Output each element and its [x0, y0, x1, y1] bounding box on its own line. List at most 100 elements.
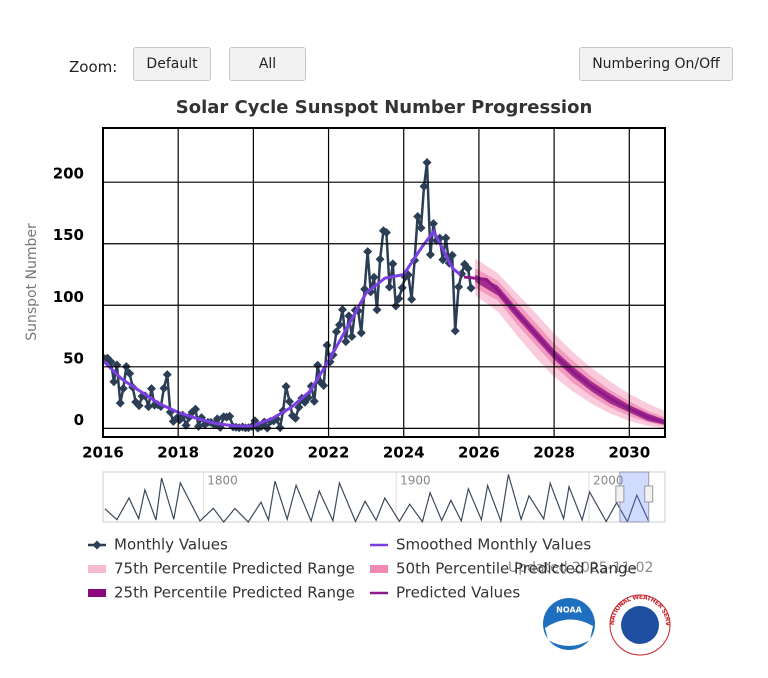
data-point [369, 272, 379, 282]
legend-label: Predicted Values [396, 584, 520, 602]
data-point [347, 332, 357, 342]
x-tick-label: 2018 [157, 444, 199, 462]
data-point [290, 413, 300, 423]
data-point [372, 305, 382, 315]
data-point [190, 404, 200, 414]
legend-item[interactable]: 50th Percentile Predicted Range [370, 560, 637, 578]
legend-label: 25th Percentile Predicted Range [114, 584, 355, 602]
data-point [309, 396, 319, 406]
data-point [425, 250, 435, 260]
x-tick-label: 2020 [232, 444, 274, 462]
data-point [322, 340, 332, 350]
series-line [463, 275, 665, 424]
x-tick-label: 2024 [383, 444, 425, 462]
legend-item[interactable]: Smoothed Monthly Values [370, 536, 591, 554]
data-point [125, 368, 135, 378]
data-point [115, 398, 125, 408]
plot-border [102, 127, 666, 438]
legend-swatch [88, 589, 106, 597]
legend-item[interactable]: Monthly Values [88, 536, 228, 554]
data-point [356, 328, 366, 338]
x-tick-label: 2016 [82, 444, 124, 462]
data-point [381, 228, 391, 238]
legend-label: 75th Percentile Predicted Range [114, 560, 355, 578]
data-point [428, 219, 438, 229]
data-point [109, 377, 119, 387]
data-point [407, 294, 417, 304]
data-point [457, 269, 467, 279]
chart-title: Solar Cycle Sunspot Number Progression [176, 97, 593, 118]
data-point [363, 247, 373, 257]
navigator-handle[interactable] [644, 485, 654, 503]
data-point [319, 381, 329, 391]
y-tick-label: 50 [63, 349, 84, 367]
navigator-tick-label: 2000 [593, 474, 624, 488]
data-point [341, 337, 351, 347]
data-point [281, 382, 291, 392]
data-point [454, 282, 464, 292]
plot-area [103, 157, 665, 433]
data-point [181, 420, 191, 430]
series-line [104, 162, 473, 433]
zoom-label: Zoom: [69, 58, 118, 76]
data-point [391, 301, 401, 311]
numbering-toggle-button[interactable]: Numbering On/Off [579, 47, 733, 81]
updated-note: Updated 2025-11-02 [508, 560, 653, 576]
data-point [159, 383, 169, 393]
legend-label: 50th Percentile Predicted Range [396, 560, 637, 578]
navigator-tick-label: 1900 [400, 474, 431, 488]
data-point [294, 402, 304, 412]
noaa-wave [545, 619, 593, 646]
data-point [225, 411, 235, 421]
legend-swatch [370, 565, 388, 573]
navigator-line [104, 474, 650, 524]
data-point [106, 357, 116, 367]
zoom-default-button[interactable]: Default [133, 47, 211, 81]
data-point [447, 250, 457, 260]
prediction-band [475, 258, 665, 429]
data-point [441, 233, 451, 243]
data-point [313, 360, 323, 370]
legend-marker [92, 540, 102, 550]
y-axis-label: Sunspot Number [24, 223, 40, 341]
legend-label: Monthly Values [114, 536, 228, 554]
data-point [143, 402, 153, 412]
data-point [450, 326, 460, 336]
legend-item[interactable]: 75th Percentile Predicted Range [88, 560, 355, 578]
data-point [413, 212, 423, 222]
data-point [384, 282, 394, 292]
legend-swatch [88, 565, 106, 573]
data-point [337, 305, 347, 315]
navigator-tick-label: 1800 [207, 474, 238, 488]
nws-circle [621, 606, 659, 644]
series-line [103, 228, 462, 428]
data-point [416, 223, 426, 233]
data-point [334, 320, 344, 330]
zoom-all-button[interactable]: All [229, 47, 306, 81]
legend-item[interactable]: Predicted Values [370, 584, 520, 602]
x-tick-label: 2026 [458, 444, 500, 462]
data-point [250, 416, 260, 426]
data-point [438, 255, 448, 265]
legend-label: Smoothed Monthly Values [396, 536, 591, 554]
data-point [275, 423, 285, 433]
data-point [375, 254, 385, 264]
y-tick-label: 0 [74, 411, 84, 429]
noaa-logo: NOAA [543, 598, 595, 650]
data-point [118, 383, 128, 393]
data-point [134, 401, 144, 411]
data-point [419, 181, 429, 191]
x-tick-label: 2028 [533, 444, 575, 462]
data-point [388, 259, 398, 269]
data-point [162, 370, 172, 380]
navigator-window[interactable] [619, 471, 650, 523]
noaa-text: NOAA [556, 606, 582, 615]
x-tick-label: 2030 [608, 444, 650, 462]
data-point [463, 263, 473, 273]
data-point [331, 327, 341, 337]
navigator-handle[interactable] [615, 485, 625, 503]
legend-item[interactable]: 25th Percentile Predicted Range [88, 584, 355, 602]
data-point [422, 157, 432, 167]
